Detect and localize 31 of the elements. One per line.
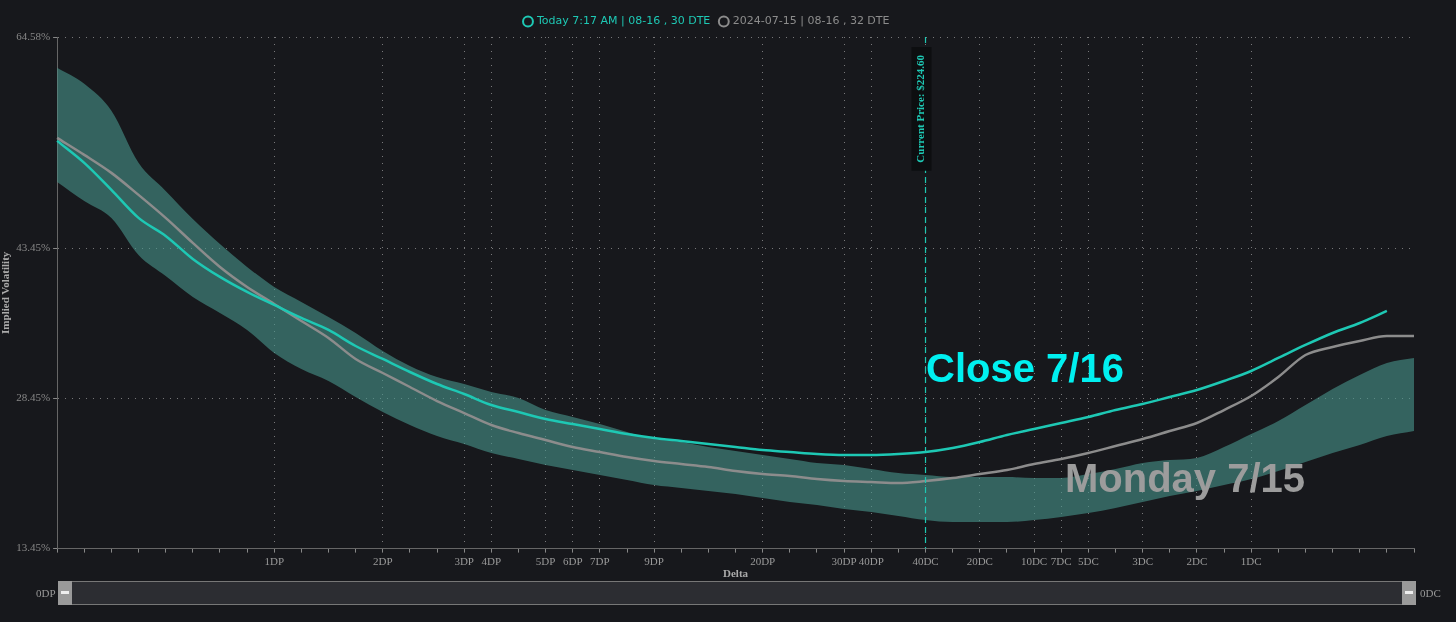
text: 0DC xyxy=(1420,587,1441,599)
x-tick-label: 6DP xyxy=(562,555,583,568)
annotation: Close 7/16 xyxy=(926,345,1124,391)
legend-label: 2024-07-15 | 08-16 , 32 DTE xyxy=(732,14,890,28)
x-tick-label: 20DC xyxy=(966,555,993,568)
x-tick-label: 4DP xyxy=(481,555,502,568)
x-axis-title: Delta xyxy=(723,567,749,580)
x-tick-label: 20DP xyxy=(750,555,776,568)
x-tick-label: 2DC xyxy=(1186,555,1208,568)
ref-line-label: Current Price: $224.60 xyxy=(914,54,927,163)
x-tick-label: 10DC xyxy=(1020,555,1048,568)
y-tick-label: 43.45% xyxy=(16,241,51,254)
x-tick-label: 40DP xyxy=(858,555,884,568)
x-tick-label: 3DP xyxy=(454,555,474,568)
x-tick-label: 1DC xyxy=(1240,555,1262,568)
x-tick-label: 2DP xyxy=(372,555,393,568)
x-tick-label: 5DP xyxy=(535,555,556,568)
legend-label: Today 7:17 AM | 08-16 , 30 DTE xyxy=(535,14,711,28)
x-tick-label: 9DP xyxy=(644,555,664,568)
x-tick-label: 40DC xyxy=(912,555,939,568)
y-tick-label: 64.58% xyxy=(16,29,51,42)
y-tick-label: 28.45% xyxy=(16,391,51,404)
text: 0DP xyxy=(36,587,56,599)
x-tick-label: 3DC xyxy=(1132,555,1154,568)
x-tick-label: 1DP xyxy=(264,555,284,568)
x-tick-label: 5DC xyxy=(1077,555,1099,568)
y-tick-label: 13.45% xyxy=(16,541,51,554)
y-axis-title: Implied Volatility xyxy=(0,251,12,334)
x-tick-label: 7DC xyxy=(1050,555,1072,568)
x-tick-label: 7DP xyxy=(590,555,610,568)
x-tick-label: 30DP xyxy=(831,555,857,568)
